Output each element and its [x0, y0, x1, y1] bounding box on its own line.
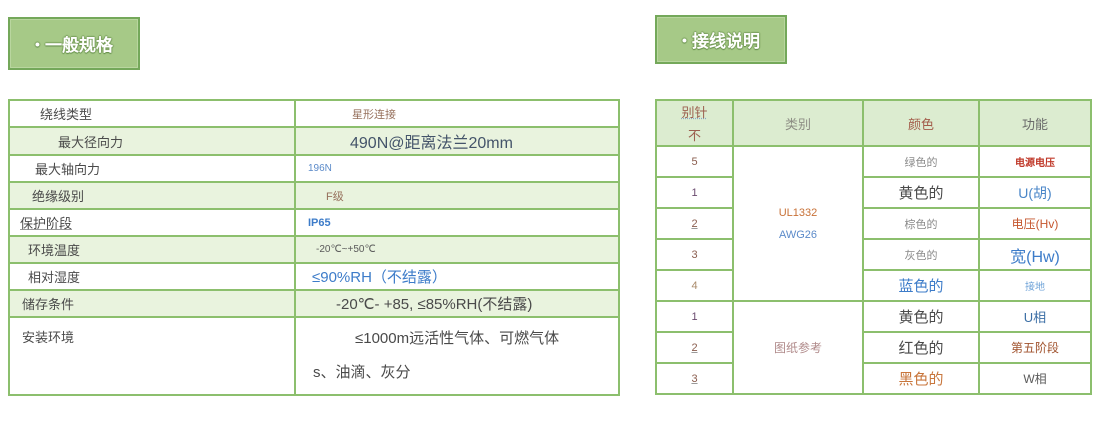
function-cell: 电压(Hv): [978, 207, 1092, 240]
spec-value: IP65: [294, 208, 620, 237]
wiring-row: 1 图纸参考 黄色的 U相: [655, 300, 1092, 395]
spec-value: -20℃~+50℃: [294, 235, 620, 264]
general-specs-table: 绕线类型 星形连接 最大径向力 490N@距离法兰20mm 最大轴向力 196N…: [8, 99, 620, 396]
spec-label: 最大径向力: [8, 126, 296, 156]
color-cell: 红色的: [862, 331, 980, 364]
color-cell: 蓝色的: [862, 269, 980, 302]
wiring-row: 2 红色的 第五阶段: [655, 331, 1092, 364]
pin-cell: 2: [655, 331, 734, 364]
spec-value: ≤90%RH（不结露）: [294, 262, 620, 291]
header-pin: 别针 不: [655, 99, 734, 147]
function-cell: 接地: [978, 269, 1092, 302]
spec-row: 安装环境 ≤1000m远活性气体、可燃气体 s、油滴、灰分: [8, 316, 620, 396]
color-cell: 黑色的: [862, 362, 980, 395]
category-line1: UL1332: [778, 206, 818, 219]
spec-row: 绝缘级别 F级: [8, 181, 620, 210]
header-category: 类别: [732, 99, 864, 147]
pin-cell: 4: [655, 269, 734, 302]
spec-label: 环境温度: [8, 235, 296, 264]
spec-label: 安装环境: [8, 316, 296, 396]
wiring-table: 别针 不 类别 颜色 功能 5 UL1332 AWG26 绿色的 电源电压 1 …: [655, 99, 1092, 395]
pin-cell: 2: [655, 207, 734, 240]
header-function: 功能: [978, 99, 1092, 147]
category-label: 图纸参考: [773, 341, 822, 355]
pin-cell: 1: [655, 300, 734, 333]
spec-label: 保护阶段: [8, 208, 296, 237]
pin-cell: 1: [655, 176, 734, 209]
spec-row: 环境温度 -20℃~+50℃: [8, 235, 620, 264]
wiring-row: 4 蓝色的 接地: [655, 269, 1092, 302]
wiring-row: 3 灰色的 宽(Hw): [655, 238, 1092, 271]
category-cell: UL1332 AWG26: [732, 145, 864, 302]
wiring-row: 5 UL1332 AWG26 绿色的 电源电压: [655, 145, 1092, 302]
category-cell: 图纸参考: [732, 300, 864, 395]
spec-value: 490N@距离法兰20mm: [294, 126, 620, 156]
spec-row: 最大径向力 490N@距离法兰20mm: [8, 126, 620, 156]
category-line2: AWG26: [778, 228, 818, 241]
pin-cell: 3: [655, 238, 734, 271]
wiring-row: 2 棕色的 电压(Hv): [655, 207, 1092, 240]
header-color: 颜色: [862, 99, 980, 147]
general-specs-title-button: • 一般规格: [8, 17, 140, 70]
spec-row: 相对湿度 ≤90%RH（不结露）: [8, 262, 620, 291]
general-specs-title-label: 一般规格: [44, 36, 113, 55]
header-pin-top: 别针: [681, 105, 708, 120]
spec-label: 储存条件: [8, 289, 296, 318]
spec-value: F级: [294, 181, 620, 210]
spec-value: 196N: [294, 154, 620, 183]
wiring-title-label: 接线说明: [691, 32, 760, 51]
spec-label: 相对湿度: [8, 262, 296, 291]
spec-value: 星形连接: [294, 99, 620, 128]
function-cell: 第五阶段: [978, 331, 1092, 364]
spec-row: 最大轴向力 196N: [8, 154, 620, 183]
color-cell: 黄色的: [862, 176, 980, 209]
function-cell: 电源电压: [978, 145, 1092, 178]
spec-value-line1: ≤1000m远活性气体、可燃气体: [355, 330, 560, 347]
color-cell: 棕色的: [862, 207, 980, 240]
pin-cell: 3: [655, 362, 734, 395]
bullet-icon: •: [682, 31, 687, 48]
spec-value: ≤1000m远活性气体、可燃气体 s、油滴、灰分: [294, 316, 620, 396]
color-cell: 黄色的: [862, 300, 980, 333]
spec-label: 最大轴向力: [8, 154, 296, 183]
wiring-title-button: • 接线说明: [655, 15, 787, 64]
wiring-row: 1 黄色的 U(胡): [655, 176, 1092, 209]
spec-row: 储存条件 -20℃- +85, ≤85%RH(不结露): [8, 289, 620, 318]
spec-value-line2: s、油滴、灰分: [313, 364, 411, 381]
wiring-row: 3 黑色的 W相: [655, 362, 1092, 395]
pin-cell: 5: [655, 145, 734, 178]
function-cell: U(胡): [978, 176, 1092, 209]
function-cell: 宽(Hw): [978, 238, 1092, 271]
color-cell: 灰色的: [862, 238, 980, 271]
spec-label: 绝缘级别: [8, 181, 296, 210]
spec-row: 保护阶段 IP65: [8, 208, 620, 237]
function-cell: U相: [978, 300, 1092, 333]
color-cell: 绿色的: [862, 145, 980, 178]
spec-label: 绕线类型: [8, 99, 296, 128]
wiring-header-row: 别针 不 类别 颜色 功能: [655, 99, 1092, 147]
bullet-icon: •: [35, 35, 40, 52]
header-pin-bottom: 不: [687, 128, 701, 143]
spec-value: -20℃- +85, ≤85%RH(不结露): [294, 289, 620, 318]
spec-row: 绕线类型 星形连接: [8, 99, 620, 128]
function-cell: W相: [978, 362, 1092, 395]
